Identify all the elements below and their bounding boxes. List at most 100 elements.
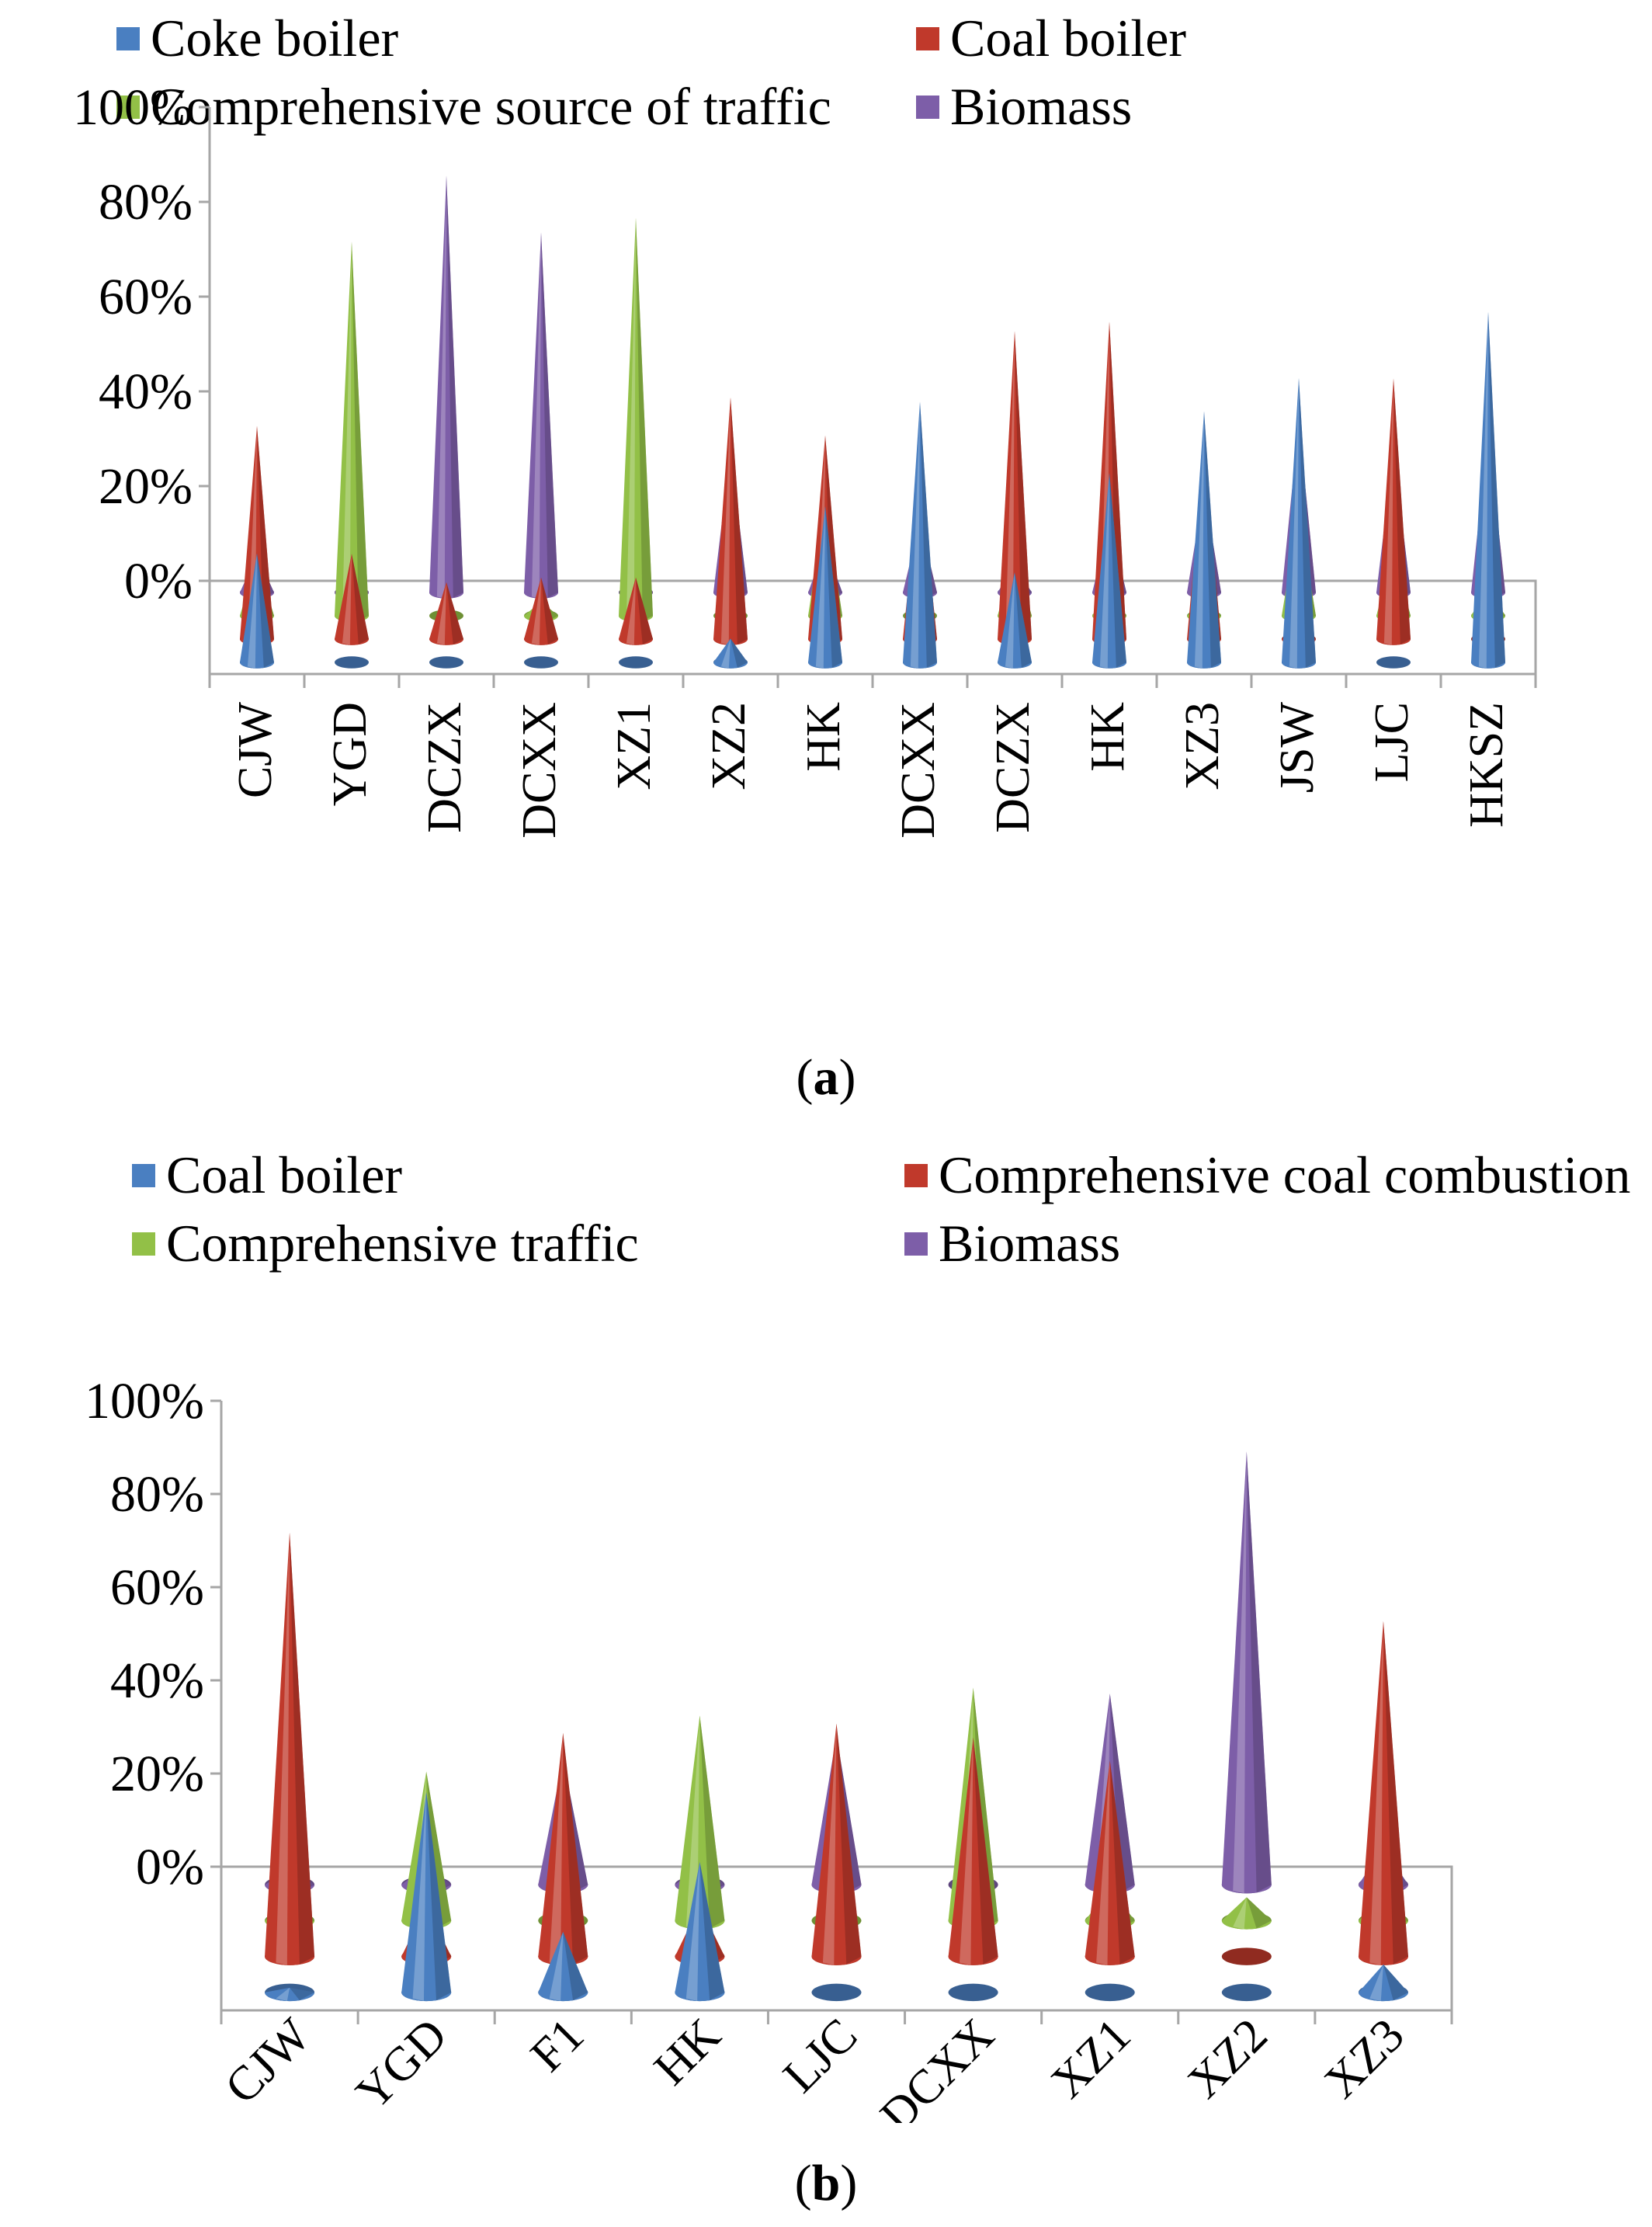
cone-a-s0-c9 (1092, 473, 1126, 669)
legend-b-swatch-1 (132, 1163, 155, 1187)
x-tick-label: HK (1081, 702, 1134, 772)
cone-a-s0-c13 (1471, 311, 1505, 669)
legend-a-swatch-2 (916, 26, 939, 50)
cone-shadow (825, 506, 842, 668)
caption-a: (a) (796, 1049, 856, 1106)
cone-b-s0-c7 (1221, 1983, 1272, 2002)
y-tick-label: 100% (85, 1373, 204, 1430)
cone-shadow (825, 435, 842, 644)
cone-shadow (1109, 473, 1126, 668)
cone-highlight (815, 506, 825, 669)
cone-highlight (342, 554, 352, 645)
cone-base (1221, 1983, 1272, 2002)
cone-a-s0-c2 (429, 656, 463, 669)
legend-b-item-4: Biomass (904, 1213, 1120, 1274)
cone-highlight (1383, 378, 1393, 645)
cone-a-s2-c4 (619, 217, 653, 622)
cone-highlight (1096, 1760, 1110, 1965)
x-tick-label: CJW (215, 2008, 321, 2114)
cone-shadow (541, 577, 558, 644)
cone-shadow (1204, 411, 1221, 668)
cone-base (1221, 1947, 1272, 1965)
y-tick-label: 0% (124, 553, 193, 610)
cone-highlight (685, 1715, 700, 1930)
cone-a-s0-c3 (524, 656, 558, 669)
cone-highlight (685, 1861, 700, 2001)
cone-base (1085, 1983, 1135, 2002)
cone-b-s0-c3 (675, 1861, 725, 2002)
cone-shadow (1015, 572, 1032, 668)
cone-shadow (257, 553, 274, 668)
cone-b-s1-c5 (948, 1737, 998, 1965)
cone-base (335, 656, 369, 669)
cone-highlight (1369, 1964, 1383, 2001)
x-tick-label: CJW (229, 702, 282, 798)
cone-b-s0-c5 (948, 1983, 998, 2002)
cone-highlight (549, 1732, 564, 1965)
legend-a-label-3: Comprehensive source of traffic (151, 77, 831, 136)
y-tick-label: 60% (99, 269, 193, 325)
cone-b-s1-c8 (1358, 1621, 1408, 1965)
cone-shadow (699, 1861, 725, 2000)
cone-highlight (342, 241, 352, 622)
cone-a-s1-c5 (713, 397, 748, 645)
x-tick-label: DCZX (418, 702, 471, 833)
legend-b-swatch-3 (132, 1232, 155, 1256)
x-tick-label: XZ3 (1176, 702, 1229, 790)
cone-highlight (1005, 331, 1015, 645)
cone-shadow (1109, 321, 1126, 644)
legend-b-label-4: Biomass (939, 1214, 1121, 1273)
cone-shadow (973, 1687, 998, 1929)
chart-a: Coke boiler Coal boiler Comprehensive so… (73, 8, 1537, 1106)
y-tick-label: 20% (99, 458, 193, 515)
cone-highlight (412, 1791, 427, 2001)
cone-shadow (446, 582, 463, 644)
cone-shadow (1246, 1897, 1272, 1929)
cone-highlight (1233, 1451, 1247, 1894)
x-tick-label: DCXX (870, 2009, 1004, 2123)
x-tick-label: YGD (346, 2009, 457, 2120)
x-tick-label: JSW (1271, 702, 1324, 794)
cone-shadow (699, 1715, 725, 1929)
x-tick-label: XZ2 (703, 702, 755, 790)
x-tick-label: XZ1 (608, 702, 661, 790)
cone-shadow (563, 1931, 588, 2000)
legend-a-swatch-1 (116, 26, 140, 50)
legend-b-item-1: Coal boiler (132, 1145, 402, 1206)
legend-b-label-1: Coal boiler (166, 1145, 403, 1204)
cone-highlight (822, 1723, 837, 1965)
cone-shadow (920, 401, 937, 668)
legend-a-item-2: Coal boiler (916, 8, 1186, 69)
cone-b-s1-c7 (1221, 1947, 1272, 1965)
x-tick-label: HKSZ (1460, 702, 1513, 828)
cone-b-s1-c4 (811, 1723, 862, 1965)
cone-shadow (731, 397, 748, 644)
cone-shadow (1246, 1451, 1272, 1893)
x-tick-label: DCXX (513, 702, 566, 839)
y-tick-label: 40% (110, 1652, 204, 1709)
cone-a-s1-c4 (619, 577, 653, 645)
cone-highlight (1005, 572, 1015, 669)
legend-b-item-2: Comprehensive coal combustion (904, 1145, 1630, 1206)
cone-highlight (436, 582, 446, 645)
cone-shadow (1109, 1694, 1135, 1893)
cone-highlight (1478, 311, 1488, 669)
cone-shadow (1383, 1621, 1408, 1965)
cone-b-s0-c6 (1085, 1983, 1135, 2002)
legend-a-label-4: Biomass (950, 77, 1133, 136)
chart-b: Coal boiler Comprehensive coal combustio… (0, 1114, 1652, 2227)
y-tick-label: 80% (110, 1466, 204, 1523)
cone-shadow (1393, 378, 1411, 644)
x-tick-label: HK (644, 2009, 731, 2096)
floor-plane (208, 579, 1537, 676)
caption-b-letter: b (811, 2155, 841, 2211)
cone-b-s0-c1 (401, 1791, 452, 2002)
cone-b-s1-c0 (265, 1532, 315, 1965)
y-tick-label: 40% (99, 363, 193, 420)
cone-a-s1-c12 (1376, 378, 1411, 645)
cone-highlight (626, 217, 636, 622)
cone-shadow (636, 217, 653, 621)
x-tick-label: DCXX (892, 702, 945, 839)
legend-a-item-4: Biomass (916, 76, 1132, 137)
cone-a-s3-c2 (429, 175, 463, 599)
